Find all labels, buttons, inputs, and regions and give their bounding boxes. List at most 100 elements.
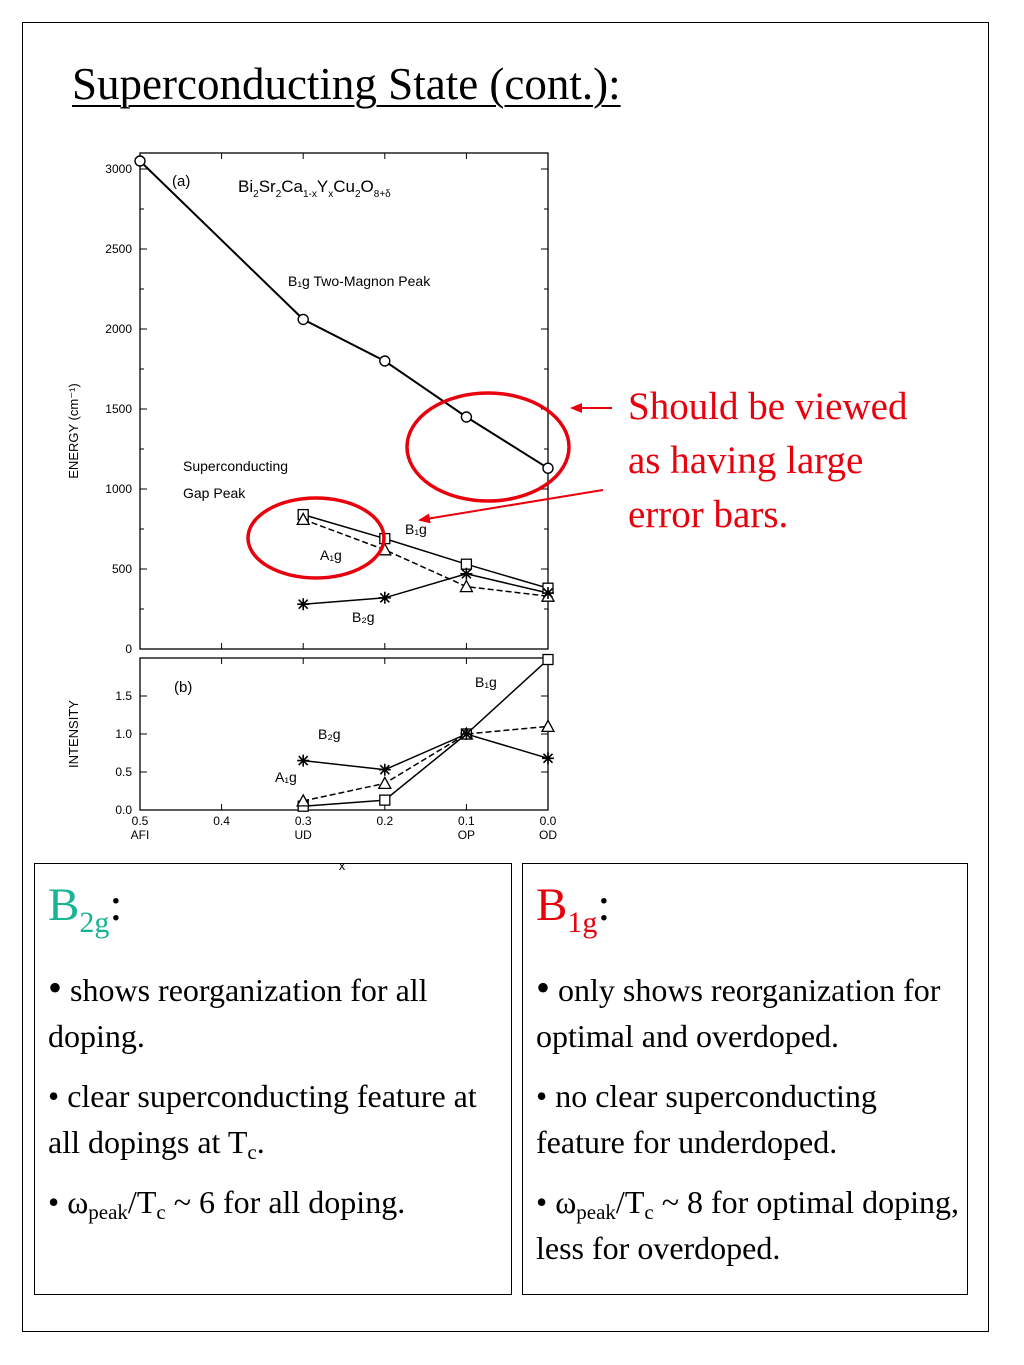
intensity-a1g-label: A₁g xyxy=(275,769,297,785)
x-tick-label: 0.5 xyxy=(132,814,149,828)
formula-element: Cu xyxy=(333,177,355,196)
b1g-point-1: • only shows reorganization for optimal … xyxy=(536,965,941,1055)
x-tick-label: 0.4 xyxy=(213,814,230,828)
b2g-point-3: • ωpeak/Tc ~ 6 for all doping. xyxy=(48,1184,406,1224)
b1g-summary-box: B1g: • only shows reorganization for opt… xyxy=(522,863,968,1295)
b1g-point-3: • ωpeak/Tc ~ 8 for optimal doping, less … xyxy=(536,1184,959,1266)
slide-frame xyxy=(22,22,989,1332)
intensity-b2g-point xyxy=(542,752,554,765)
y-tick-label: 2000 xyxy=(105,322,132,336)
y-tick-label: 1.5 xyxy=(115,689,132,703)
energy-b2g-point xyxy=(297,598,310,611)
b2g-point-1: • shows reorganization for all doping. xyxy=(48,965,428,1055)
x-tick-label: 0.3 xyxy=(295,814,312,828)
energy-b1g-label: B₁g xyxy=(405,521,427,537)
intensity-a1g-point xyxy=(296,793,311,807)
b2g-point-2: • clear superconducting feature at all d… xyxy=(48,1078,477,1164)
note-line-1: Should be viewed xyxy=(628,385,908,428)
y-tick-label: 0.0 xyxy=(115,803,132,817)
y-tick-label: 1000 xyxy=(105,482,132,496)
intensity-b2g-point xyxy=(378,763,391,776)
energy-a1g-label: A₁g xyxy=(320,547,342,563)
gap-peak-label-2: Gap Peak xyxy=(183,485,246,501)
formula-subscript: 2 xyxy=(253,189,259,200)
y-tick-label: 3000 xyxy=(105,162,132,176)
energy-two-magnon-point xyxy=(134,155,146,167)
note-line-2: as having large xyxy=(628,439,864,482)
intensity-b2g-point xyxy=(297,754,310,767)
energy-two-magnon-point xyxy=(379,355,391,367)
two-magnon-label: B₁g Two-Magnon Peak xyxy=(288,273,431,289)
y-tick-label: 1500 xyxy=(105,402,132,416)
intensity-b1g-point xyxy=(542,653,554,666)
b2g-heading-symbol: B xyxy=(48,879,80,931)
panel-b-label: (b) xyxy=(174,679,192,696)
intensity-axis-label: INTENSITY xyxy=(66,700,81,768)
formula-subscript: 2 xyxy=(355,189,361,200)
b2g-summary-box: B2g: • shows reorganization for all dopi… xyxy=(34,863,512,1295)
intensity-b1g-label: B₁g xyxy=(475,674,497,690)
x-tick-sublabel: AFI xyxy=(131,828,150,842)
energy-a1g-line xyxy=(302,518,549,597)
intensity-a1g-point xyxy=(540,719,556,733)
intensity-b2g-point xyxy=(460,728,473,740)
formula-subscript: 8+δ xyxy=(374,189,391,200)
y-tick-label: 0.5 xyxy=(115,765,132,779)
energy-intensity-chart: 0500100015002000250030000.00.51.01.5ENER… xyxy=(66,152,557,873)
energy-b2g-line xyxy=(303,573,549,605)
formula-element: Y xyxy=(317,177,328,196)
note-line-3: error bars. xyxy=(628,493,789,536)
x-axis-label: x xyxy=(339,858,346,873)
b1g-heading-symbol: B xyxy=(536,879,568,931)
error-bar-note: Should be viewed as having large error b… xyxy=(628,380,907,542)
energy-two-magnon-point xyxy=(542,462,554,474)
energy-b1g-point xyxy=(379,532,391,545)
energy-b2g-label: B₂g xyxy=(352,609,375,625)
intensity-b1g-point xyxy=(379,794,391,806)
energy-b2g-point xyxy=(460,567,473,580)
b1g-heading: B1g: xyxy=(536,882,610,938)
x-tick-sublabel: UD xyxy=(295,828,313,842)
intensity-a1g-point xyxy=(377,776,392,790)
intensity-b2g-label: B₂g xyxy=(318,726,341,742)
y-tick-label: 2500 xyxy=(105,242,132,256)
energy-b1g-point xyxy=(460,558,473,570)
formula-subscript: 2 xyxy=(276,189,282,200)
y-tick-label: 500 xyxy=(112,562,132,576)
gap-peak-label-1: Superconducting xyxy=(183,458,288,474)
slide-title: Superconducting State (cont.): xyxy=(72,59,621,109)
x-tick-sublabel: OD xyxy=(539,828,557,842)
formula-subscript: x xyxy=(328,189,333,200)
x-tick-label: 0.2 xyxy=(376,814,393,828)
energy-two-magnon-line xyxy=(139,160,549,470)
energy-two-magnon-point xyxy=(297,313,309,326)
intensity-a1g-line xyxy=(303,725,549,802)
formula-element: Bi xyxy=(238,177,253,196)
x-tick-label: 0.1 xyxy=(458,814,475,828)
energy-axis-label: ENERGY (cm⁻¹) xyxy=(66,383,81,478)
b1g-point-2: • no clear superconducting feature for u… xyxy=(536,1078,877,1160)
x-tick-sublabel: OP xyxy=(458,828,475,842)
intensity-b2g-line xyxy=(303,733,549,771)
energy-b2g-point xyxy=(378,591,391,604)
b2g-heading-subscript: 2g xyxy=(79,906,110,939)
intensity-b1g-line xyxy=(303,658,549,807)
b2g-heading: B2g: xyxy=(48,882,122,938)
energy-b2g-point xyxy=(542,587,554,599)
formula-subscript: 1-x xyxy=(303,189,317,200)
compound-formula: Bi2Sr2Ca1-xYxCu2O8+δ xyxy=(238,177,391,200)
b2g-heading-colon: : xyxy=(109,879,123,931)
energy-a1g-point xyxy=(377,542,392,556)
formula-element: Sr xyxy=(259,177,276,196)
formula-element: O xyxy=(361,177,374,196)
energy-a1g-point xyxy=(459,579,474,593)
formula-element: Ca xyxy=(281,177,303,196)
panel-a-frame xyxy=(139,152,549,650)
energy-two-magnon-point xyxy=(460,411,473,423)
b1g-heading-subscript: 1g xyxy=(567,906,598,939)
x-tick-label: 0.0 xyxy=(540,814,557,828)
panel-a-label: (a) xyxy=(172,173,190,190)
b1g-heading-colon: : xyxy=(597,879,611,931)
y-tick-label: 0 xyxy=(125,642,132,656)
y-tick-label: 1.0 xyxy=(115,727,132,741)
